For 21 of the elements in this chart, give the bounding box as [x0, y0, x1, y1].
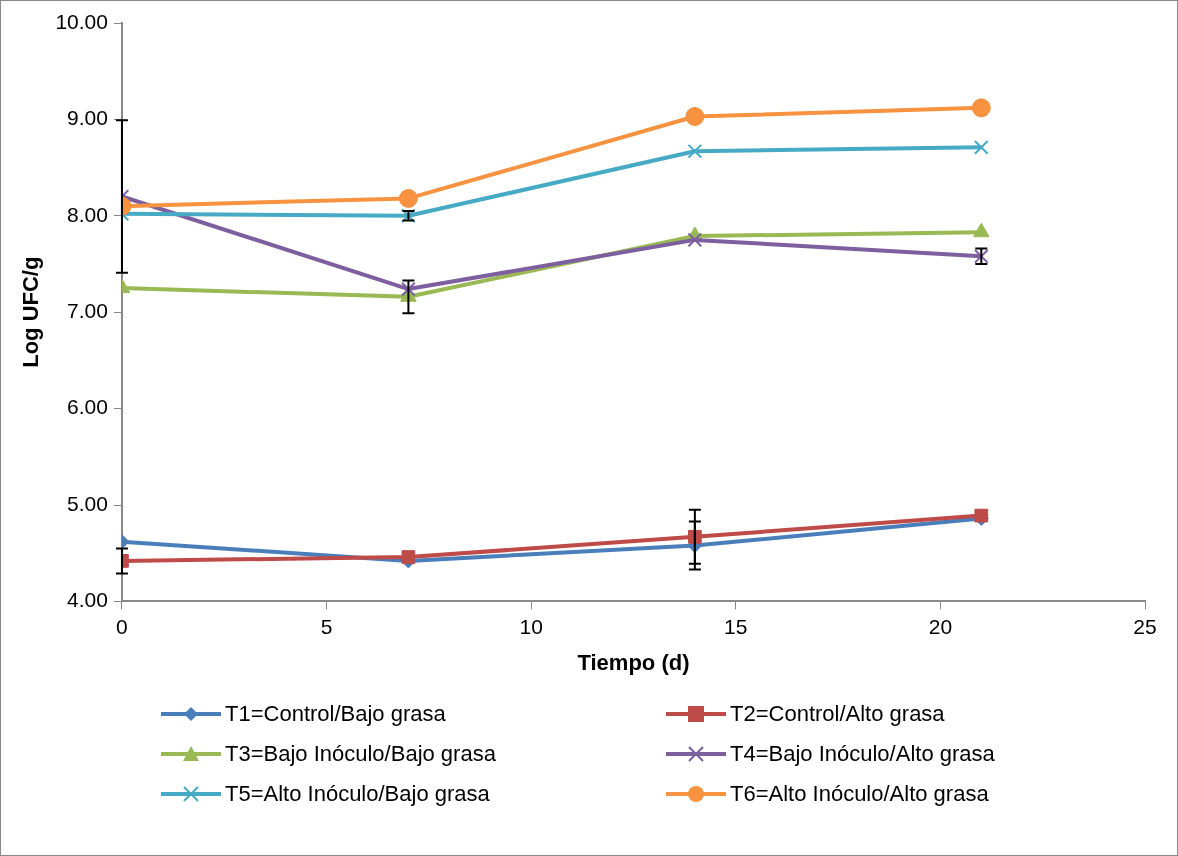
- y-tick-label: 4.00: [67, 588, 108, 612]
- legend-label: T3=Bajo Inóculo/Bajo grasa: [225, 741, 496, 767]
- y-tick-label: 10.00: [55, 9, 108, 33]
- y-axis-title: Log UFC/g: [18, 256, 44, 368]
- x-axis-title: Tiempo (d): [577, 649, 690, 675]
- x-tick-label: 10: [519, 614, 543, 638]
- x-tick-label: 0: [116, 614, 128, 638]
- legend-label: T4=Bajo Inóculo/Alto grasa: [730, 741, 995, 767]
- legend-label: T1=Control/Bajo grasa: [225, 701, 446, 727]
- x-tick-label: 20: [928, 614, 953, 638]
- y-tick-label: 9.00: [67, 106, 108, 130]
- y-tick-label: 5.00: [67, 491, 108, 515]
- x-tick-label: 15: [724, 614, 748, 638]
- y-tick-label: 8.00: [67, 202, 108, 226]
- y-tick-label: 6.00: [67, 395, 108, 419]
- x-tick-label: 25: [1133, 614, 1157, 638]
- x-tick-label: 5: [320, 614, 333, 638]
- y-tick-label: 7.00: [67, 299, 108, 322]
- legend-label: T5=Alto Inóculo/Bajo grasa: [225, 781, 490, 807]
- legend-label: T2=Control/Alto grasa: [730, 701, 945, 727]
- legend-label: T6=Alto Inóculo/Alto grasa: [730, 781, 989, 807]
